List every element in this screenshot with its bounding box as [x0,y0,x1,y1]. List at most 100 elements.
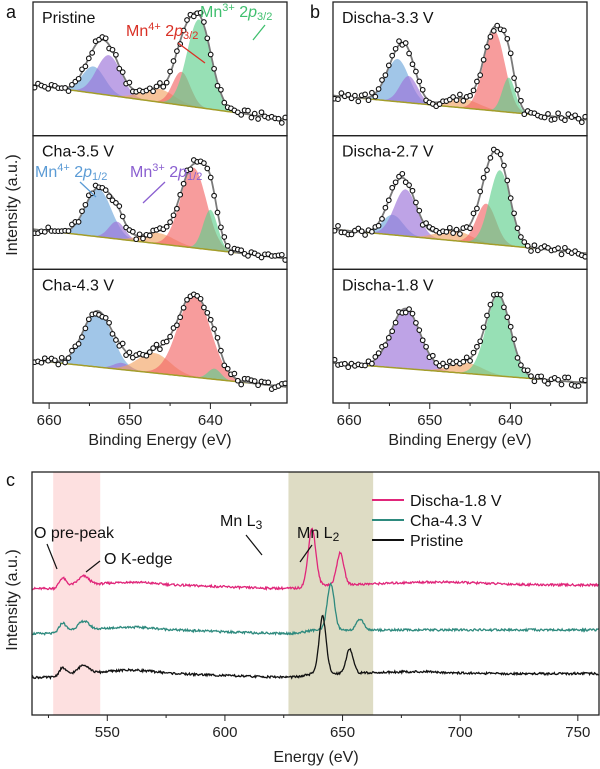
data-point [365,97,372,104]
data-point [251,378,258,384]
data-point [265,379,272,386]
data-point [389,52,396,59]
data-point [258,109,265,116]
data-point [65,88,72,94]
data-point [379,216,385,222]
data-point [255,382,261,389]
data-point [238,381,245,388]
data-point [278,120,285,126]
data-point [433,360,440,366]
data-point [184,17,190,23]
data-point [204,35,211,42]
data-point [413,199,419,206]
data-point [409,187,416,194]
data-point [352,92,358,99]
data-point [382,204,389,211]
plot-frame [31,471,600,716]
data-point [218,224,224,231]
data-point [467,92,473,99]
data-point [375,222,382,229]
data-point [102,315,109,321]
arrow-icon [142,181,166,204]
data-point [419,86,426,93]
data-point [372,354,379,360]
panel-label-c: c [6,470,15,490]
data-point [362,362,368,369]
data-point [423,343,429,350]
data-point [65,228,72,234]
data-point [180,27,187,34]
data-point [113,337,119,343]
data-point [413,68,419,75]
data-point [541,114,548,121]
component-peak-mn4-2p1-2 [33,310,287,387]
data-point [126,349,133,356]
annotation-mn3-2p32: Mn3+ 2p3/2 [200,2,272,41]
data-point [385,334,392,341]
data-point [238,247,245,254]
data-point [82,201,89,208]
data-point [477,338,484,345]
data-point [446,224,453,231]
data-point [69,347,75,354]
data-point [524,367,531,374]
data-point [62,85,68,91]
data-point [341,360,348,367]
data-point [75,341,82,347]
data-point [501,27,507,34]
svg-text:O pre-peak: O pre-peak [34,525,115,542]
data-point [501,304,507,311]
data-point [504,35,511,42]
data-point [167,219,173,225]
data-point [555,376,561,383]
data-point [82,63,89,70]
data-point [477,72,484,78]
data-point [129,228,136,235]
data-point [494,22,501,29]
data-point [282,380,287,387]
data-point [82,325,89,332]
data-point [375,350,382,356]
legend-label-cha-4.3: Cha-4.3 V [410,513,482,530]
data-point [52,357,58,364]
data-point [524,243,531,249]
svg-text:Mn4+ 2p3/2: Mn4+ 2p3/2 [126,21,198,42]
data-point [507,50,514,57]
data-point [201,304,207,311]
data-point [521,111,528,118]
data-point [558,251,565,258]
data-point [180,180,187,187]
arrow-icon [85,560,101,573]
component-peak-mn4-2p1-2 [333,58,587,120]
data-point [406,182,412,188]
data-point [174,322,180,329]
data-point [170,58,177,64]
data-point [221,362,228,369]
data-point [565,111,572,117]
data-point [75,219,82,225]
data-point [528,248,534,254]
data-point [440,360,446,367]
data-point [480,324,487,331]
data-point [245,107,251,114]
subplot-title: Cha-3.5 V [42,144,114,161]
panel-c-ylabel: Intensity (a.u.) [4,549,21,650]
data-point [562,117,568,124]
data-point [511,75,517,81]
data-point [102,35,109,42]
data-point [234,377,241,384]
o-edge-band [53,472,101,715]
data-point [79,208,85,215]
panel-label-b: b [310,2,320,22]
annotation-mn3-2p12: Mn3+ 2p1/2 [130,162,202,204]
data-point [460,358,467,365]
x-tick-label: 650 [117,412,142,429]
data-point [163,79,170,86]
x-tick-label: 750 [565,724,590,741]
subplot-title: Discha-1.8 V [342,277,434,294]
x-tick-label: 650 [330,724,355,741]
data-point [382,342,389,348]
data-point [228,249,234,256]
panel-a-xlabel: Binding Energy (eV) [88,432,231,449]
